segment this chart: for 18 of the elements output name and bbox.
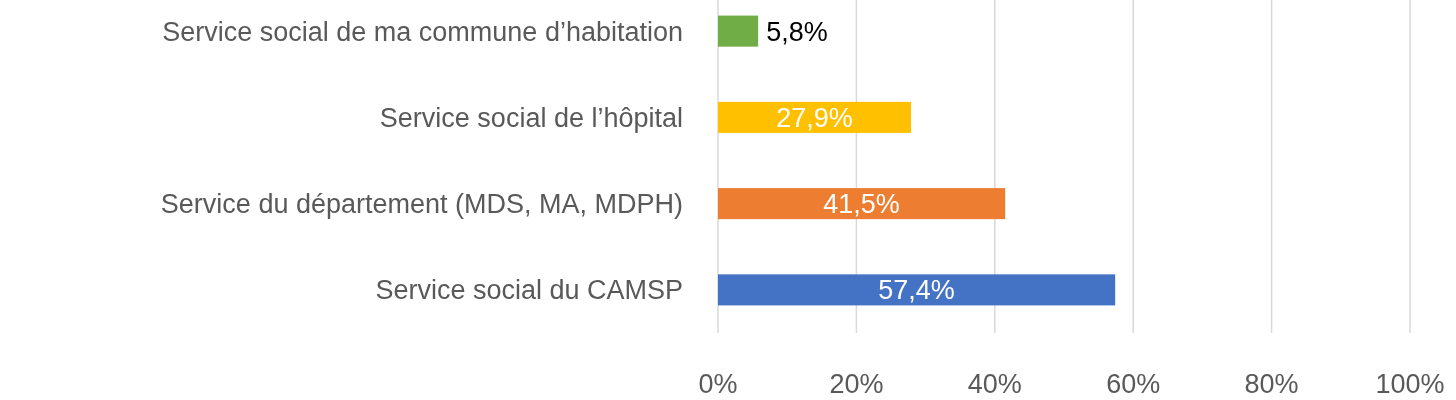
x-tick-label: 80% (1244, 369, 1299, 399)
y-tick-label: Service du département (MDS, MA, MDPH) (160, 189, 683, 220)
x-tick-label: 60% (1106, 369, 1161, 399)
data-label: 27,9% (776, 102, 853, 133)
bar (718, 274, 1116, 306)
bar (718, 15, 759, 47)
y-tick-label: Service social de ma commune d’habitation (162, 16, 683, 47)
y-tick-label: Service social de l’hôpital (379, 102, 683, 133)
bar (718, 188, 1006, 220)
x-tick-label: 40% (967, 369, 1022, 399)
x-tick-label: 100% (1375, 369, 1445, 399)
data-label: 57,4% (878, 275, 955, 306)
y-tick-label: Service social du CAMSP (375, 275, 683, 306)
data-label: 41,5% (823, 189, 900, 220)
data-label: 5,8% (766, 16, 828, 47)
x-tick-label: 20% (829, 369, 884, 399)
x-tick-label: 0% (698, 369, 738, 399)
bar (718, 101, 912, 133)
